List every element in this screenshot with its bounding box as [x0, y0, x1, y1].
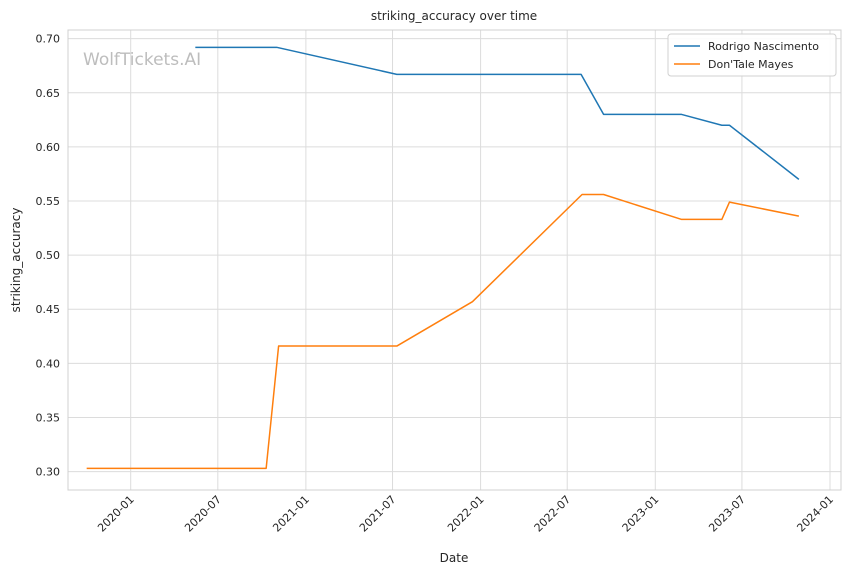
series-line-0: [195, 46, 800, 180]
series-line-1: [86, 193, 800, 470]
legend-label-0: Rodrigo Nascimento: [708, 40, 819, 53]
plot-frame: [67, 29, 842, 491]
y-tick-label: 0.60: [36, 141, 61, 154]
y-tick-label: 0.65: [36, 87, 61, 100]
legend-box: [667, 33, 837, 77]
grid: [67, 29, 842, 491]
y-tick-label: 0.45: [36, 303, 61, 316]
legend: Rodrigo Nascimento Don'Tale Mayes: [667, 33, 837, 77]
legend-label-1: Don'Tale Mayes: [708, 58, 794, 71]
series-group: [86, 46, 800, 470]
y-tick-label: 0.70: [36, 33, 61, 46]
y-tick-label: 0.50: [36, 249, 61, 262]
x-axis-title: Date: [440, 551, 469, 565]
y-tick-label: 0.55: [36, 195, 61, 208]
y-axis-ticks: 0.30 0.35 0.40 0.45 0.50 0.55 0.60 0.65 0.70: [36, 33, 61, 479]
chart-title: striking_accuracy over time: [371, 9, 537, 23]
y-tick-label: 0.35: [36, 411, 61, 424]
y-tick-label: 0.30: [36, 466, 61, 479]
y-axis-title: striking_accuracy: [9, 208, 23, 313]
y-tick-label: 0.40: [36, 357, 61, 370]
plot-area: [68, 30, 841, 490]
watermark: WolfTickets.AI: [83, 50, 201, 70]
